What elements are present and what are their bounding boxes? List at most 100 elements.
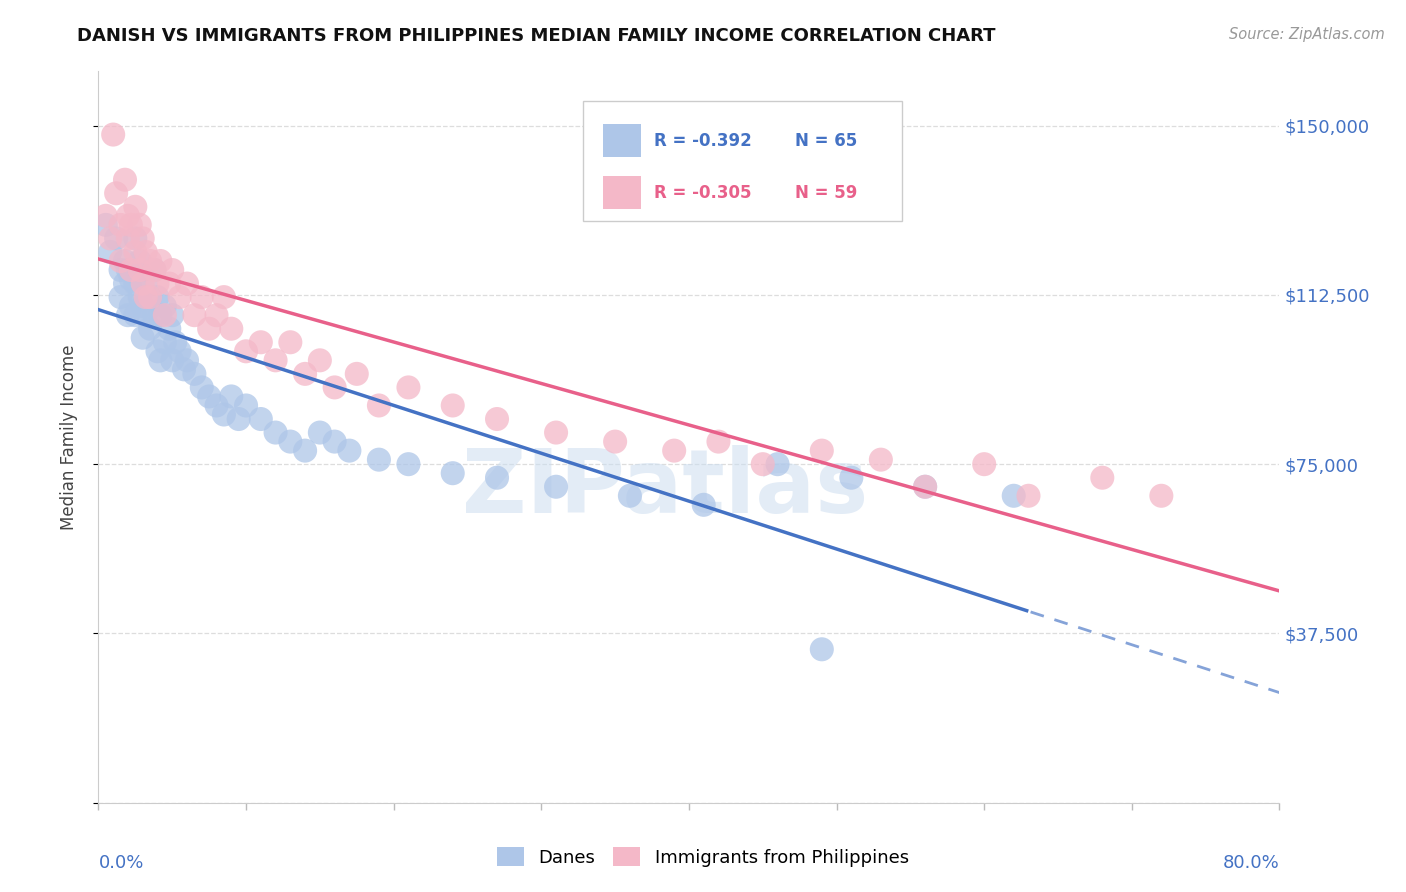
Point [128, 218, 150, 232]
Point [139, 290, 162, 304]
Point [1002, 489, 1025, 503]
Point [1018, 489, 1040, 503]
Point [250, 335, 273, 350]
Point [153, 335, 176, 350]
Point [124, 244, 146, 259]
Point [228, 412, 250, 426]
Legend: Danes, Immigrants from Philippines: Danes, Immigrants from Philippines [489, 840, 917, 874]
Point [139, 254, 162, 268]
Point [139, 290, 162, 304]
Point [205, 308, 228, 322]
Point [309, 425, 332, 440]
Text: N = 65: N = 65 [796, 131, 858, 150]
Point [128, 290, 150, 304]
Point [149, 353, 172, 368]
Point [165, 335, 187, 350]
Point [117, 308, 139, 322]
Point [198, 322, 221, 336]
Point [110, 290, 132, 304]
Point [94, 209, 117, 223]
Point [132, 231, 155, 245]
Point [98, 244, 121, 259]
Point [309, 353, 332, 368]
Text: 0.0%: 0.0% [98, 854, 143, 872]
Point [183, 367, 205, 381]
Point [664, 443, 686, 458]
Point [146, 290, 169, 304]
Point [132, 277, 155, 291]
Point [105, 231, 128, 245]
FancyBboxPatch shape [603, 177, 641, 209]
Point [323, 434, 346, 449]
Point [135, 277, 157, 291]
Point [605, 434, 627, 449]
Point [117, 231, 139, 245]
Text: DANISH VS IMMIGRANTS FROM PHILIPPINES MEDIAN FAMILY INCOME CORRELATION CHART: DANISH VS IMMIGRANTS FROM PHILIPPINES ME… [77, 27, 995, 45]
Text: Source: ZipAtlas.com: Source: ZipAtlas.com [1229, 27, 1385, 42]
Point [132, 331, 155, 345]
Point [212, 408, 235, 422]
Point [766, 457, 789, 471]
Point [124, 308, 146, 322]
Point [441, 466, 464, 480]
Text: 80.0%: 80.0% [1223, 854, 1279, 872]
Point [105, 186, 128, 201]
Point [339, 443, 361, 458]
Point [205, 399, 228, 413]
Point [146, 277, 169, 291]
Point [143, 263, 166, 277]
Point [162, 353, 183, 368]
Point [94, 218, 117, 232]
Point [914, 480, 936, 494]
Point [135, 308, 157, 322]
FancyBboxPatch shape [582, 101, 901, 221]
Point [176, 353, 198, 368]
Text: R = -0.392: R = -0.392 [654, 131, 751, 150]
Point [264, 353, 287, 368]
Text: R = -0.305: R = -0.305 [654, 184, 751, 202]
Point [120, 299, 142, 313]
Point [169, 290, 191, 304]
Point [143, 263, 166, 277]
Point [162, 308, 183, 322]
Point [114, 172, 136, 186]
Point [191, 290, 214, 304]
Point [139, 322, 162, 336]
Point [103, 128, 125, 142]
Point [441, 399, 464, 413]
Point [146, 344, 169, 359]
Point [810, 443, 832, 458]
Point [117, 209, 139, 223]
Point [280, 335, 302, 350]
Point [752, 457, 775, 471]
Text: N = 59: N = 59 [796, 184, 858, 202]
Point [212, 290, 235, 304]
Point [149, 308, 172, 322]
Point [191, 380, 214, 394]
Point [693, 498, 716, 512]
Point [841, 471, 863, 485]
Point [169, 344, 191, 359]
Point [368, 399, 391, 413]
FancyBboxPatch shape [603, 124, 641, 157]
Point [120, 218, 142, 232]
Point [368, 452, 391, 467]
Point [132, 263, 155, 277]
Point [235, 399, 257, 413]
Point [398, 380, 420, 394]
Point [135, 290, 157, 304]
Point [546, 425, 568, 440]
Point [143, 308, 166, 322]
Point [619, 489, 641, 503]
Point [398, 457, 420, 471]
Point [157, 277, 180, 291]
Point [157, 322, 180, 336]
Point [135, 244, 157, 259]
Point [98, 231, 121, 245]
Point [264, 425, 287, 440]
Point [162, 263, 183, 277]
Point [546, 480, 568, 494]
Point [153, 308, 176, 322]
Point [294, 443, 316, 458]
Y-axis label: Median Family Income: Median Family Income [59, 344, 77, 530]
